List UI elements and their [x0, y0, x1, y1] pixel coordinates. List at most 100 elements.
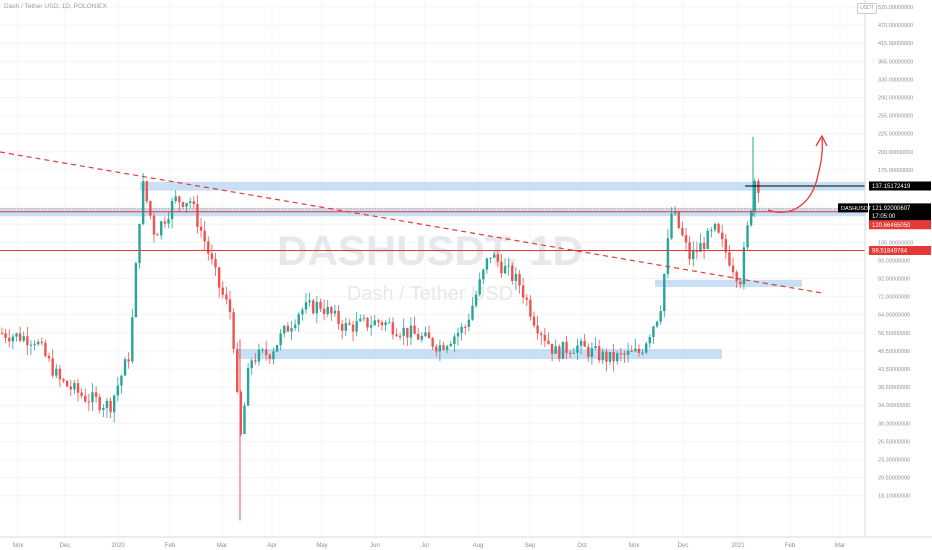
candle-body	[507, 265, 510, 267]
candle-body	[40, 341, 44, 343]
candle-body	[333, 310, 337, 314]
candle-body	[655, 321, 659, 327]
candle-body	[547, 340, 550, 344]
candle-body	[84, 395, 87, 402]
projection-arrow	[767, 137, 824, 213]
candle-body	[145, 181, 148, 202]
candle-body	[344, 323, 348, 331]
y-tick-label: 93.00000000	[878, 258, 910, 264]
candle-body	[33, 344, 36, 346]
upper-resistance-zone	[140, 181, 865, 191]
candle-body	[11, 336, 15, 342]
candle-body	[471, 305, 474, 320]
candle-body	[503, 265, 507, 274]
candle-body	[87, 401, 91, 403]
candle-body	[435, 346, 438, 352]
candle-body	[283, 325, 286, 334]
y-tick-label: 225.00000000	[878, 132, 913, 138]
candle-body	[225, 294, 228, 300]
candle-body	[185, 203, 188, 207]
candle-body	[22, 336, 25, 341]
candle-body	[681, 227, 684, 236]
candle-body	[152, 215, 156, 235]
candle-body	[55, 368, 58, 376]
candle-body	[445, 346, 449, 350]
candle-body	[438, 345, 442, 352]
candle-body	[297, 314, 300, 325]
candle-body	[102, 408, 105, 410]
candle-body	[69, 386, 72, 390]
candle-body	[652, 326, 655, 338]
candle-body	[521, 285, 525, 298]
candle-body	[431, 338, 434, 347]
candle-body	[670, 213, 673, 239]
candle-body	[514, 273, 518, 282]
candle-body	[558, 346, 561, 359]
candle-body	[15, 333, 18, 337]
candle-body	[94, 392, 98, 397]
countdown-label-bg	[869, 211, 931, 221]
candle-body	[717, 223, 720, 233]
candle-body	[518, 273, 521, 286]
candle-body	[188, 201, 192, 204]
candle-body	[351, 324, 355, 332]
candle-body	[348, 323, 351, 325]
candle-body	[666, 238, 670, 275]
x-tick-label: Jul	[421, 543, 429, 549]
candle-body	[275, 345, 279, 352]
candle-body	[326, 307, 329, 314]
y-tick-label: 34.00000000	[878, 403, 910, 409]
candle-body	[536, 325, 539, 334]
y-tick-label: 175.00000000	[878, 168, 913, 174]
candle-body	[398, 335, 402, 337]
candle-body	[572, 352, 576, 354]
candle-body	[214, 259, 217, 268]
candle-body	[453, 336, 456, 345]
candle-body	[304, 302, 308, 310]
candle-body	[612, 351, 615, 362]
candle-body	[373, 320, 376, 326]
candle-body	[105, 400, 109, 409]
y-tick-label: 43.50000000	[878, 367, 910, 373]
y-tick-label: 365.00000000	[878, 59, 913, 65]
prior-high-label-bg	[869, 220, 931, 230]
candle-body	[0, 333, 4, 335]
candle-body	[402, 327, 405, 336]
candle-body	[648, 337, 652, 344]
x-tick-label: Feb	[785, 543, 796, 549]
candle-body	[112, 395, 116, 413]
candle-body	[127, 359, 130, 362]
candle-body	[250, 360, 253, 369]
candle-body	[170, 201, 174, 220]
candle-body	[293, 324, 297, 329]
x-tick-label: 2021	[731, 543, 745, 549]
candle-body	[174, 196, 177, 202]
currency-button[interactable]: USDT	[857, 3, 877, 14]
symbol-tag: DASHUSDT	[841, 206, 872, 212]
candle-body	[196, 204, 199, 227]
candle-body	[710, 229, 713, 231]
y-tick-label: 520.00000000	[878, 5, 913, 11]
candle-body	[630, 350, 633, 352]
candle-body	[123, 359, 127, 376]
candle-body	[366, 317, 369, 328]
candle-body	[47, 355, 51, 359]
candle-body	[644, 343, 648, 353]
candle-body	[178, 196, 181, 203]
x-tick-label: Nov	[13, 543, 24, 549]
last-price-label: 121.92000607	[872, 206, 911, 212]
candle-body	[228, 299, 232, 313]
candle-body	[746, 225, 749, 248]
candle-body	[36, 341, 40, 345]
candle-body	[478, 279, 481, 295]
candle-body	[659, 311, 662, 322]
candle-body	[416, 333, 420, 340]
candle-body	[18, 333, 22, 341]
candle-body	[65, 380, 69, 387]
candle-body	[702, 242, 706, 249]
candle-body	[319, 301, 322, 309]
y-tick-label: 255.00000000	[878, 114, 913, 120]
candle-body	[315, 301, 319, 314]
candle-body	[619, 353, 623, 355]
